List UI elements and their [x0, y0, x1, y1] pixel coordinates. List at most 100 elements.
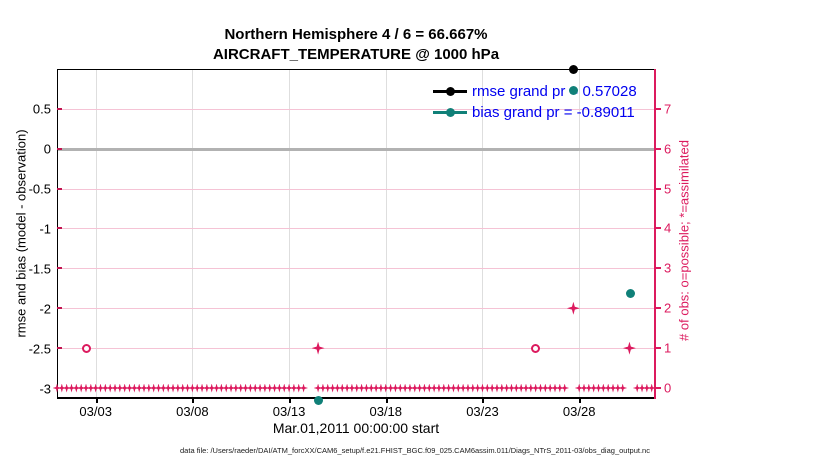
zero-obs-asterisk	[183, 383, 193, 393]
zero-obs-asterisk	[376, 383, 386, 393]
zero-obs-asterisk	[419, 383, 429, 393]
zero-obs-asterisk	[100, 383, 110, 393]
zero-obs-asterisk	[245, 383, 255, 393]
bottom-spine	[57, 397, 655, 399]
zero-obs-asterisk	[477, 383, 487, 393]
zero-obs-asterisk	[91, 383, 101, 393]
zero-obs-asterisk	[473, 383, 483, 393]
zero-obs-asterisk	[492, 383, 502, 393]
zero-obs-asterisk	[81, 383, 91, 393]
zero-obs-asterisk	[149, 383, 159, 393]
right-tick	[655, 267, 661, 270]
left-tick-label: -1.5	[28, 261, 51, 277]
zero-obs-asterisk	[555, 383, 565, 393]
top-spine	[57, 69, 655, 70]
right-tick-label: 1	[664, 340, 672, 356]
left-spine	[57, 69, 58, 398]
zero-obs-asterisk	[390, 383, 400, 393]
x-tick	[482, 398, 485, 403]
zero-obs-asterisk	[236, 383, 246, 393]
zero-obs-asterisk	[381, 383, 391, 393]
zero-obs-asterisk	[632, 383, 642, 393]
zero-obs-asterisk	[241, 383, 251, 393]
zero-obs-asterisk	[531, 383, 541, 393]
left-mini-tick	[57, 107, 62, 110]
zero-obs-asterisk	[158, 383, 168, 393]
zero-obs-asterisk	[163, 383, 173, 393]
zero-obs-asterisk	[453, 383, 463, 393]
possible-obs-circle	[82, 343, 92, 353]
zero-obs-asterisk	[134, 383, 144, 393]
zero-obs-asterisk	[540, 383, 550, 393]
zero-obs-asterisk	[342, 383, 352, 393]
left-tick-label: -3	[39, 381, 51, 397]
zero-reference-line	[57, 148, 655, 151]
zero-obs-asterisk	[594, 383, 604, 393]
zero-obs-asterisk	[439, 383, 449, 393]
zero-obs-asterisk	[361, 383, 371, 393]
right-tick	[655, 227, 661, 230]
zero-obs-asterisk	[168, 383, 178, 393]
zero-obs-asterisk	[289, 383, 299, 393]
right-count-gridline	[57, 268, 655, 270]
zero-obs-asterisk	[202, 383, 212, 393]
zero-obs-asterisk	[71, 383, 81, 393]
bias-data-point	[313, 395, 323, 405]
zero-obs-asterisk	[144, 383, 154, 393]
rmse-marker-icon	[446, 87, 455, 96]
zero-obs-asterisk	[468, 383, 478, 393]
zero-obs-asterisk	[647, 383, 657, 393]
zero-obs-asterisk	[516, 383, 526, 393]
zero-obs-asterisk	[482, 383, 492, 393]
zero-obs-asterisk	[279, 383, 289, 393]
zero-obs-asterisk	[110, 383, 120, 393]
zero-obs-asterisk	[424, 383, 434, 393]
right-tick-label: 4	[664, 220, 672, 236]
x-axis-label: Mar.01,2011 00:00:00 start	[272, 420, 440, 436]
right-tick-label: 6	[664, 141, 672, 157]
zero-obs-asterisk	[120, 383, 130, 393]
x-gridline	[192, 69, 194, 398]
zero-obs-asterisk	[487, 383, 497, 393]
zero-obs-asterisk	[323, 383, 333, 393]
x-tick-label: 03/28	[562, 404, 596, 419]
right-tick	[655, 307, 661, 310]
zero-obs-asterisk	[603, 383, 613, 393]
zero-obs-asterisk	[207, 383, 217, 393]
zero-obs-asterisk	[545, 383, 555, 393]
right-tick-label: 0	[664, 380, 672, 396]
right-tick-label: 2	[664, 300, 672, 316]
zero-obs-asterisk	[96, 383, 105, 393]
x-tick-label: 03/08	[176, 404, 209, 419]
zero-obs-asterisk	[410, 383, 420, 393]
zero-obs-asterisk	[526, 383, 536, 393]
zero-obs-asterisk	[129, 383, 139, 393]
zero-obs-asterisk	[395, 383, 405, 393]
zero-obs-asterisk	[584, 383, 594, 393]
left-mini-tick	[57, 227, 62, 230]
x-gridline	[289, 69, 291, 398]
zero-obs-asterisk	[328, 383, 338, 393]
chart-subtitle: AIRCRAFT_TEMPERATURE @ 1000 hPa	[212, 46, 500, 63]
zero-obs-asterisk	[154, 383, 164, 393]
zero-obs-asterisk	[52, 383, 62, 393]
zero-obs-asterisk	[260, 383, 270, 393]
right-tick	[655, 187, 661, 190]
legend-rmse-label: rmse grand pr = 0.57028	[472, 83, 637, 100]
zero-obs-asterisk	[366, 383, 376, 393]
left-mini-tick	[57, 307, 62, 310]
zero-obs-asterisk	[357, 383, 367, 393]
zero-obs-asterisk	[448, 383, 458, 393]
zero-obs-asterisk	[618, 383, 628, 393]
x-tick	[579, 398, 582, 403]
assimilated-obs-asterisk	[566, 301, 580, 315]
zero-obs-asterisk	[192, 383, 202, 393]
zero-obs-asterisk	[352, 383, 362, 393]
chart-title: Northern Hemisphere 4 / 6 = 66.667%	[224, 26, 488, 43]
rmse-data-point	[568, 65, 578, 75]
zero-obs-asterisk	[506, 383, 516, 393]
zero-obs-asterisk	[463, 383, 473, 393]
zero-obs-asterisk	[511, 383, 521, 393]
right-tick	[655, 347, 661, 350]
